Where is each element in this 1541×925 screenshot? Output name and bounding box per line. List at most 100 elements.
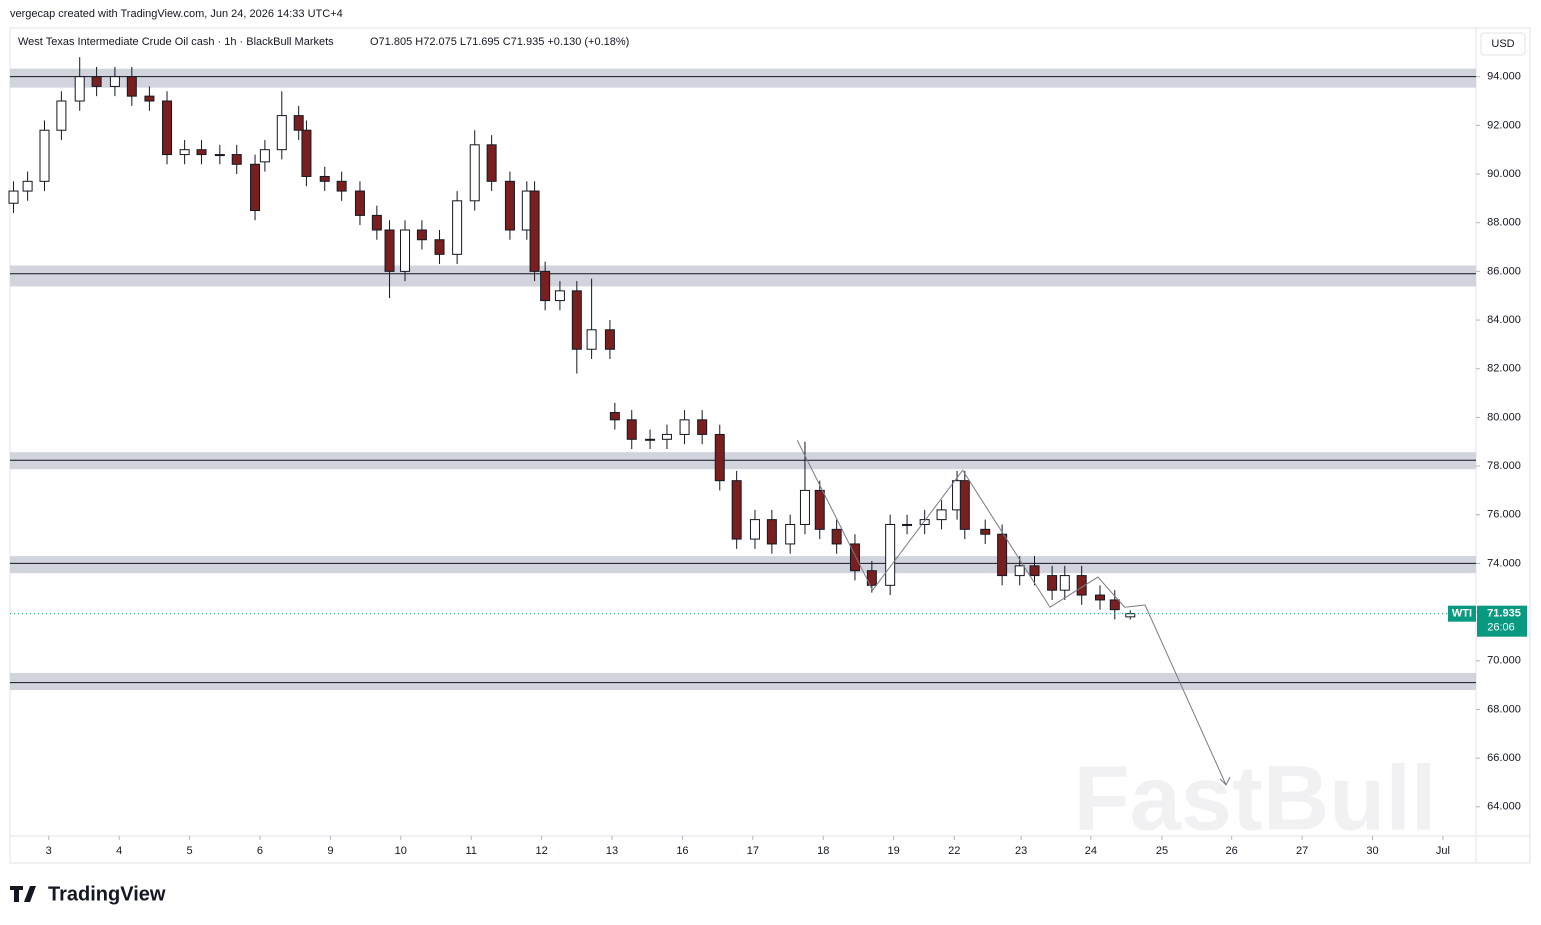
y-tick-label: 78.000: [1487, 460, 1521, 472]
candle-body: [661, 433, 672, 440]
candle-body: [1047, 575, 1058, 591]
candle-body: [452, 200, 463, 255]
candle-body: [902, 523, 913, 526]
candle-body: [586, 329, 597, 350]
candle: [196, 139, 207, 165]
candle-body: [336, 180, 347, 192]
x-tick-label: 11: [465, 845, 476, 857]
x-tick-label: 16: [676, 845, 688, 857]
candle-body: [250, 163, 261, 212]
y-tick-label: 80.000: [1487, 411, 1521, 423]
candle-body: [849, 543, 860, 572]
candle-body: [384, 229, 395, 272]
candle: [336, 171, 347, 201]
candle-body: [214, 154, 225, 157]
candle: [849, 534, 860, 581]
candle: [39, 120, 50, 192]
y-tick-label: 68.000: [1487, 703, 1521, 715]
candle: [452, 191, 463, 265]
candle: [276, 91, 287, 160]
y-tick-label: 90.000: [1487, 168, 1521, 180]
candle: [1014, 556, 1025, 586]
candle-body: [91, 76, 102, 87]
watermark: FastBull: [1074, 747, 1437, 849]
candle-body: [39, 129, 50, 182]
candle-body: [626, 419, 637, 440]
candle: [785, 514, 796, 554]
candle: [661, 424, 672, 450]
candle-body: [1094, 594, 1105, 601]
logo-icon: [10, 886, 36, 902]
candle-body: [301, 129, 312, 177]
candle-body: [74, 76, 85, 102]
x-tick-label: 30: [1366, 845, 1378, 857]
x-tick-label: 26: [1226, 845, 1238, 857]
candle-body: [749, 519, 760, 540]
candle: [679, 410, 690, 445]
candle-body: [571, 290, 582, 350]
support-zone: [10, 265, 1476, 287]
logo: [10, 886, 36, 902]
candle-body: [126, 76, 137, 97]
candle-body: [529, 190, 540, 272]
candle-body: [504, 180, 515, 231]
candle: [749, 509, 760, 549]
candle-body: [293, 115, 304, 131]
candle: [609, 402, 620, 430]
candle: [831, 519, 842, 554]
symbol-tag: WTI: [1452, 608, 1472, 620]
candle-body: [645, 438, 656, 441]
price-tag-bg: [1477, 605, 1527, 637]
candle-body: [109, 76, 120, 87]
candle: [766, 509, 777, 554]
candle: [799, 441, 810, 535]
y-tick-label: 64.000: [1487, 801, 1521, 813]
candle-body: [22, 180, 33, 192]
candle: [384, 220, 395, 299]
y-tick-label: 70.000: [1487, 655, 1521, 667]
candle-body: [609, 412, 620, 421]
candle: [714, 424, 725, 491]
candle-body: [196, 149, 207, 156]
x-tick-label: 19: [888, 845, 900, 857]
currency-button[interactable]: [1480, 32, 1526, 56]
candle: [179, 139, 190, 165]
header: vergecap created with TradingView.com, J…: [10, 8, 343, 20]
x-tick-label: 13: [606, 845, 618, 857]
symbol-info[interactable]: West Texas Intermediate Crude Oil cash ·…: [18, 36, 334, 48]
arrow-head: [1219, 776, 1231, 786]
candle: [1047, 565, 1058, 600]
candle-body: [1109, 599, 1120, 611]
y-tick-label: 88.000: [1487, 217, 1521, 229]
candle: [56, 91, 67, 140]
candle-body: [319, 175, 330, 182]
candle: [554, 281, 565, 311]
candle-body: [866, 570, 877, 586]
candle: [416, 220, 427, 250]
candle-body: [714, 433, 725, 482]
x-tick-label: 18: [817, 845, 829, 857]
support-zone: [10, 68, 1476, 88]
y-tick-label: 82.000: [1487, 363, 1521, 375]
candle-body: [486, 144, 497, 182]
candle-body: [679, 419, 690, 435]
countdown: 26:06: [1487, 622, 1515, 634]
candle-body: [831, 528, 842, 545]
candle-body: [1029, 565, 1040, 577]
x-tick-label: 4: [116, 845, 122, 857]
candle: [1076, 565, 1087, 605]
candle: [731, 470, 742, 549]
x-tick-label: 22: [948, 845, 960, 857]
candle-body: [885, 523, 896, 586]
candle: [1029, 556, 1040, 586]
candle: [540, 261, 551, 311]
candle: [604, 320, 615, 359]
x-tick-label: 27: [1296, 845, 1308, 857]
y-tick-label: 92.000: [1487, 119, 1521, 131]
candle: [469, 130, 480, 211]
currency[interactable]: USD: [1491, 38, 1514, 50]
candle-body: [144, 95, 155, 102]
candle: [1094, 585, 1105, 610]
candle: [1109, 590, 1120, 620]
